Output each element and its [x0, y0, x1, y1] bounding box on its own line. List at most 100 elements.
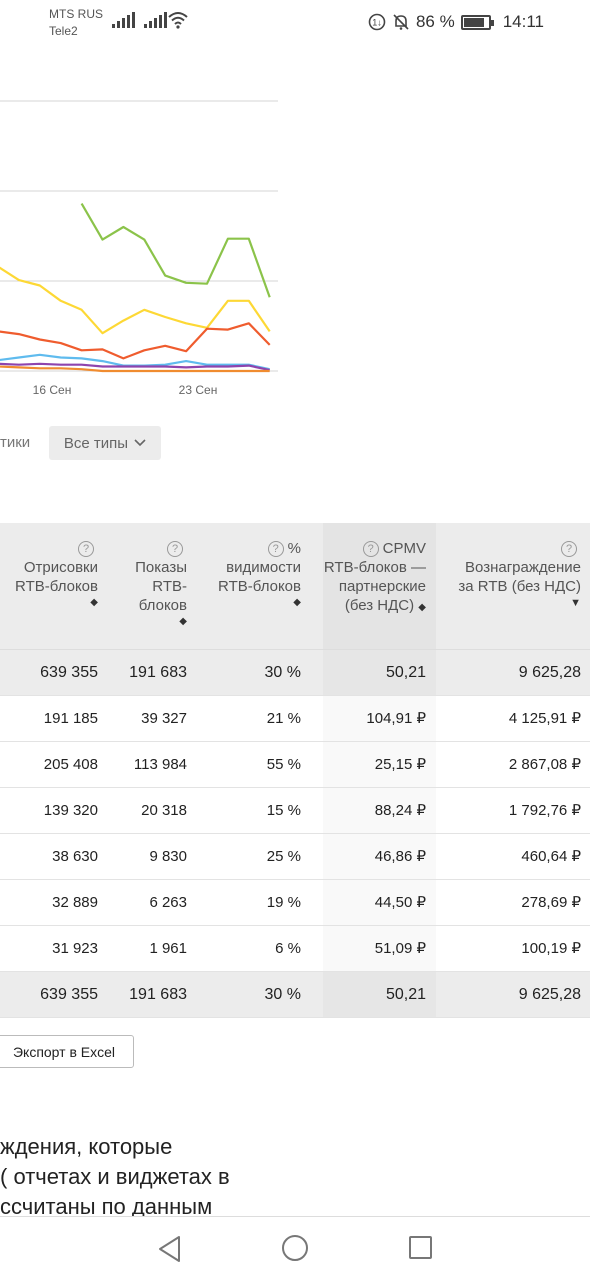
- type-filter-select[interactable]: Все типы: [49, 426, 161, 460]
- type-filter-value: Все типы: [63, 434, 129, 452]
- carrier-name-2: Tele2: [49, 24, 78, 38]
- cell-impressions: 6 263: [149, 894, 187, 911]
- header-reward[interactable]: ? Вознаграждение за RTB (без НДС) ▼: [451, 523, 581, 650]
- cell-visibility: 25 %: [266, 848, 301, 865]
- help-icon[interactable]: ?: [362, 541, 379, 558]
- help-icon[interactable]: ?: [267, 541, 284, 558]
- help-icon[interactable]: ?: [78, 541, 94, 558]
- line-chart: 16 Сен 23 Сен: [0, 100, 278, 397]
- cell-reward: 1 792,76 ₽: [508, 802, 581, 819]
- cell-visibility: 6 %: [275, 940, 301, 957]
- header-impressions[interactable]: ? Показы RTB- блоков ◆: [107, 523, 187, 650]
- header-reward-line2: за RTB (без НДС): [458, 578, 581, 595]
- help-icon[interactable]: ?: [167, 541, 183, 558]
- table-row: 205 408 113 984 55 % 25,15 ₽ 2 867,08 ₽: [0, 742, 590, 788]
- header-visibility-line2: RTB-блоков: [218, 578, 301, 595]
- header-impressions-line2: RTB-: [152, 578, 187, 595]
- footnote-line-3: ссчитаны по данным: [0, 1194, 213, 1218]
- table-body: 639 355 191 683 30 % 50,21 9 625,28 191 185 39…: [0, 650, 590, 1018]
- signal-icon-2: [144, 12, 167, 28]
- cell-renders: 205 408: [43, 756, 98, 773]
- cell-reward: 278,69 ₽: [521, 894, 581, 911]
- cell-visibility: 15 %: [266, 802, 301, 819]
- cell-renders: 32 889: [52, 894, 98, 911]
- series-line-4: [0, 362, 270, 372]
- cell-impressions: 20 318: [141, 802, 187, 819]
- series-line-0: [80, 203, 271, 298]
- cell-renders: 639 355: [40, 664, 98, 681]
- notifications-off-icon: [393, 14, 409, 30]
- sort-icon[interactable]: ◆: [90, 597, 98, 608]
- cell-cpmv: 46,86 ₽: [374, 848, 426, 865]
- table-total-row: 639 355 191 683 30 % 50,21 9 625,28: [0, 650, 590, 696]
- filter-label: тики: [0, 434, 31, 451]
- battery-level: [463, 17, 485, 27]
- table-row: 38 630 9 830 25 % 46,86 ₽ 460,64 ₽: [0, 834, 590, 880]
- header-visibility[interactable]: ?% видимости RTB-блоков ◆: [201, 523, 301, 650]
- back-icon[interactable]: [157, 1235, 183, 1263]
- header-visibility-pct: %: [287, 540, 301, 557]
- battery-icon: [460, 14, 494, 30]
- series-line-2: [0, 322, 271, 360]
- recent-apps-icon[interactable]: [409, 1236, 432, 1259]
- header-cpmv-line1: RTB-блоков —: [323, 559, 426, 576]
- signal-icon-1: [112, 12, 135, 28]
- series-line-1: [0, 266, 271, 335]
- table-row: 31 923 1 961 6 % 51,09 ₽ 100,19 ₽: [0, 926, 590, 972]
- cell-renders: 38 630: [52, 848, 98, 865]
- header-cpmv-title: CPMV: [382, 540, 426, 557]
- cell-cpmv: 88,24 ₽: [374, 802, 426, 819]
- header-renders[interactable]: ? Отрисовки RTB-блоков ◆: [0, 523, 98, 650]
- sort-icon[interactable]: ◆: [418, 602, 426, 613]
- table-header: ? Отрисовки RTB-блоков ◆ ? Показы RTB- б…: [0, 523, 590, 650]
- cell-cpmv: 104,91 ₽: [366, 710, 426, 727]
- cell-reward: 460,64 ₽: [521, 848, 581, 865]
- cell-impressions: 113 984: [133, 756, 187, 773]
- cell-visibility: 30 %: [264, 986, 301, 1003]
- footnote-text: ждения, которые ( отчетах и виджетах в с…: [0, 1132, 300, 1218]
- cell-visibility: 21 %: [266, 710, 301, 727]
- cell-reward: 2 867,08 ₽: [508, 756, 581, 773]
- cell-visibility: 55 %: [266, 756, 301, 773]
- x-tick-label: 23 Сен: [179, 383, 218, 397]
- cell-renders: 639 355: [40, 986, 98, 1003]
- sort-icon[interactable]: ◆: [293, 597, 301, 608]
- header-visibility-line1: видимости: [226, 559, 301, 576]
- cell-cpmv: 51,09 ₽: [374, 940, 426, 957]
- svg-text:1↓: 1↓: [372, 18, 382, 28]
- status-bar: MTS RUS Tele2 1↓ 86 % 14:11: [0, 0, 590, 44]
- cell-cpmv: 25,15 ₽: [374, 756, 426, 773]
- table-row: 32 889 6 263 19 % 44,50 ₽ 278,69 ₽: [0, 880, 590, 926]
- header-renders-line2: RTB-блоков: [15, 578, 98, 595]
- clock: 14:11: [502, 12, 544, 31]
- cell-visibility: 30 %: [264, 664, 301, 681]
- footnote-line-2: ( отчетах и виджетах в: [0, 1164, 230, 1189]
- cell-renders: 191 185: [43, 710, 98, 727]
- chevron-down-icon: [134, 439, 146, 447]
- cell-visibility: 19 %: [266, 894, 301, 911]
- table-row: 139 320 20 318 15 % 88,24 ₽ 1 792,76 ₽: [0, 788, 590, 834]
- header-impressions-line3: блоков: [138, 597, 187, 614]
- cell-renders: 31 923: [52, 940, 98, 957]
- header-impressions-line1: Показы: [135, 559, 187, 576]
- status-right: 1↓ 86 % 14:11: [368, 12, 544, 32]
- sort-desc-icon[interactable]: ▼: [570, 597, 581, 609]
- export-excel-button[interactable]: Экспорт в Excel: [0, 1035, 134, 1068]
- header-cpmv[interactable]: ? CPMV RTB-блоков — партнерские (без НДС)…: [316, 523, 426, 650]
- data-saver-icon: 1↓: [368, 13, 386, 31]
- help-icon[interactable]: ?: [561, 541, 577, 558]
- cell-cpmv: 44,50 ₽: [374, 894, 426, 911]
- cell-impressions: 191 683: [129, 986, 187, 1003]
- cell-reward: 4 125,91 ₽: [508, 710, 581, 727]
- cell-cpmv: 50,21: [385, 664, 426, 681]
- sort-icon[interactable]: ◆: [179, 616, 187, 627]
- table-total-row: 639 355 191 683 30 % 50,21 9 625,28: [0, 972, 590, 1018]
- home-icon[interactable]: [282, 1235, 308, 1261]
- cell-reward: 100,19 ₽: [521, 940, 581, 957]
- header-reward-line1: Вознаграждение: [465, 559, 581, 576]
- header-cpmv-line3: (без НДС): [344, 597, 415, 614]
- statistics-table: ? Отрисовки RTB-блоков ◆ ? Показы RTB- б…: [0, 523, 590, 1018]
- footnote-line-1: ждения, которые: [0, 1134, 173, 1159]
- series-line-5: [0, 365, 270, 373]
- x-tick-label: 16 Сен: [33, 383, 72, 397]
